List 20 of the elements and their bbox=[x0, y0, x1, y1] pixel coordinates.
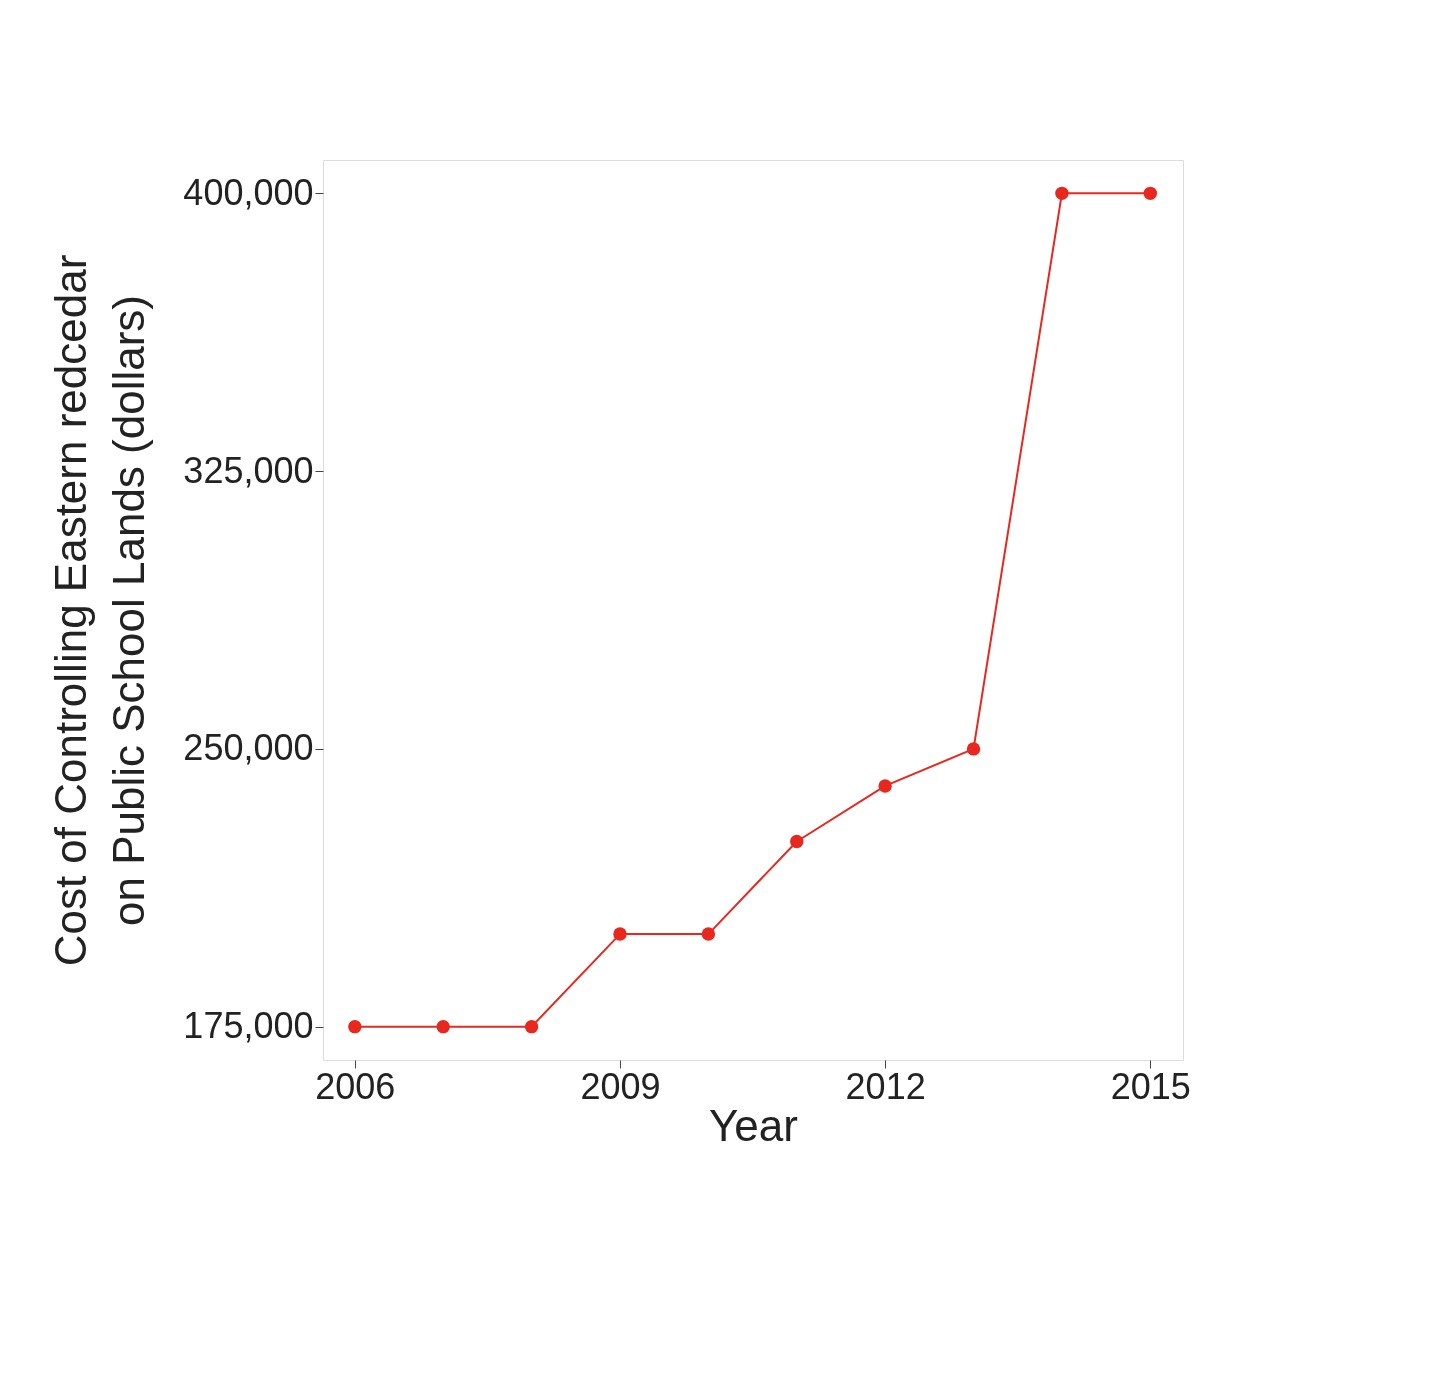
y-tick-label: 250,000 bbox=[183, 727, 314, 769]
y-tick-label: 325,000 bbox=[183, 449, 314, 491]
y-tick-label: 400,000 bbox=[183, 171, 314, 213]
point bbox=[524, 1019, 539, 1034]
point bbox=[1055, 186, 1069, 201]
point bbox=[613, 927, 627, 941]
point bbox=[436, 1019, 450, 1034]
x-axis-title: Year bbox=[709, 1100, 798, 1150]
x-tick-label: 2006 bbox=[315, 1065, 396, 1107]
point bbox=[701, 927, 716, 941]
x-tick-label: 2015 bbox=[1110, 1065, 1191, 1107]
y-tick-label: 175,000 bbox=[183, 1005, 314, 1047]
x-tick-label: 2012 bbox=[845, 1065, 926, 1107]
x-tick-label: 2009 bbox=[580, 1065, 661, 1107]
point bbox=[1143, 186, 1157, 201]
point bbox=[966, 742, 981, 756]
point bbox=[878, 779, 892, 793]
point bbox=[348, 1019, 362, 1034]
y-axis-title: Cost of Controlling Eastern redcedar on Public School Lands (dollars) bbox=[46, 254, 154, 967]
point bbox=[790, 834, 804, 849]
